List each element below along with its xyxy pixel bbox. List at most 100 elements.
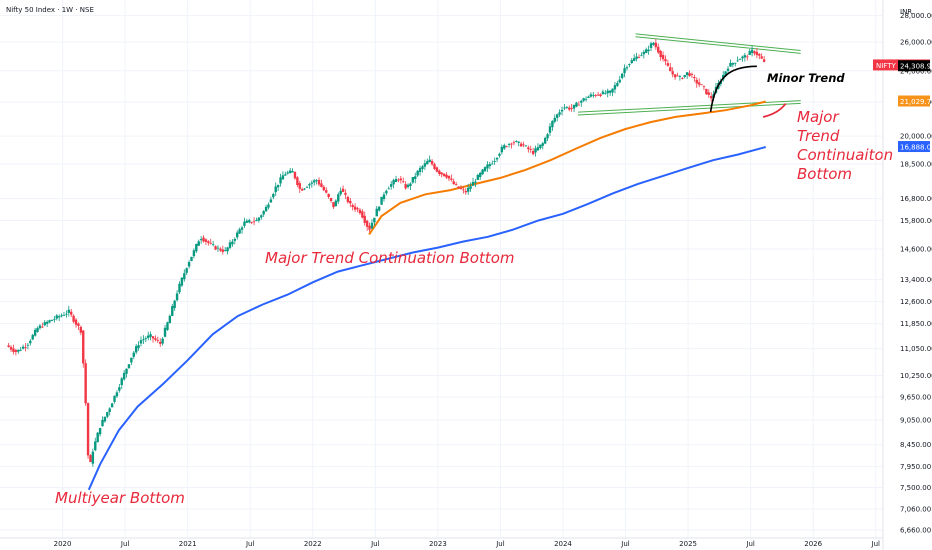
channel-line <box>577 102 801 116</box>
candle-body <box>599 94 602 96</box>
candle-body <box>426 161 429 165</box>
candle-body <box>736 60 739 62</box>
price-tick-label: 24,000.00 <box>900 67 932 75</box>
candle-body <box>741 56 744 59</box>
candle-body <box>457 186 460 189</box>
candle-body <box>652 42 655 45</box>
candle-body <box>147 335 150 338</box>
candle-body <box>491 163 494 165</box>
symbol-tag: NIFTY <box>876 62 896 70</box>
candle-body <box>190 256 193 261</box>
candle-body <box>43 322 46 326</box>
candle-body <box>676 75 679 77</box>
candle-body <box>325 190 328 193</box>
candle-body <box>31 334 34 340</box>
candle-body <box>500 146 504 153</box>
candle-body <box>539 144 542 148</box>
candle-body <box>635 56 638 59</box>
candle-body <box>409 183 412 186</box>
candle-body <box>142 339 145 341</box>
candle-body <box>394 178 398 183</box>
candle-body <box>296 177 299 186</box>
candle-body <box>103 416 107 422</box>
candle-body <box>298 183 301 189</box>
candle-body <box>421 166 424 169</box>
candle-body <box>134 346 138 353</box>
candle-body <box>402 181 405 183</box>
candle-body <box>604 93 607 95</box>
candle-body <box>582 98 585 101</box>
candle-body <box>238 229 241 234</box>
candle-body <box>510 143 513 145</box>
candle-body <box>399 178 403 181</box>
price-tick-label: 13,400.00 <box>900 276 932 284</box>
candle-body <box>197 241 200 246</box>
candle-body <box>373 217 376 223</box>
price-tick-label: 16,800.00 <box>900 195 932 203</box>
price-tag-value: 16,888.00 <box>900 144 932 152</box>
candle-body <box>185 268 188 273</box>
candle-body <box>450 178 453 180</box>
candle-body <box>705 88 708 95</box>
candle-body <box>72 315 75 322</box>
candle-body <box>202 237 205 242</box>
candle-body <box>411 177 415 183</box>
candle-body <box>589 94 593 97</box>
candle-body <box>24 346 27 348</box>
candle-body <box>7 345 10 348</box>
candle-body <box>377 206 381 211</box>
candle-body <box>284 174 287 176</box>
candle-body <box>257 217 261 221</box>
candle-body <box>130 357 133 363</box>
candle-body <box>695 79 698 84</box>
candle-body <box>541 143 544 146</box>
candle-body <box>618 79 621 83</box>
candle-body <box>332 202 335 208</box>
candle-body <box>493 161 496 162</box>
candle-body <box>596 94 600 96</box>
candle-body <box>743 55 747 58</box>
candle-body <box>661 54 665 60</box>
candle-body <box>620 73 624 78</box>
candle-body <box>678 76 682 77</box>
candle-body <box>149 334 152 337</box>
candle-body <box>580 100 583 103</box>
candle-body <box>529 149 532 150</box>
price-axis[interactable]: 28,000.0026,000.0024,000.0022,000.0020,0… <box>900 8 932 535</box>
candle-body <box>322 186 326 191</box>
candle-body <box>483 167 487 172</box>
candle-body <box>683 74 686 77</box>
candle-body <box>454 184 458 185</box>
candle-body <box>659 50 662 58</box>
candle-body <box>654 42 658 48</box>
candle-body <box>726 68 730 71</box>
candle-body <box>120 378 123 386</box>
candle-body <box>430 160 434 165</box>
candle-body <box>452 181 455 185</box>
price-tick-label: 7,500.00 <box>900 484 931 492</box>
candle-body <box>192 250 196 257</box>
price-tag-bg <box>898 141 930 153</box>
candle-body <box>163 327 167 337</box>
time-axis[interactable]: 2020 Jul 2021 Jul 2022 Jul 2023 Jul 2024 Jul 2025 J… <box>54 540 880 548</box>
candle-body <box>688 73 691 77</box>
candle-body <box>707 92 710 95</box>
candle-body <box>183 273 186 280</box>
candle-body <box>9 346 13 350</box>
grid <box>0 0 882 538</box>
candle-body <box>584 98 588 100</box>
candle-body <box>211 244 215 246</box>
candle-body <box>592 94 595 96</box>
candle-body <box>89 455 92 463</box>
candle-body <box>681 78 684 79</box>
price-tick-label: 11,850.00 <box>900 320 932 328</box>
candle-body <box>82 330 85 364</box>
candle-body <box>647 49 650 52</box>
candle-body <box>45 321 49 324</box>
sma-orange-line <box>368 100 766 235</box>
price-tick-label: 20,000.00 <box>900 133 932 141</box>
candle-body <box>433 164 436 169</box>
candle-body <box>252 221 256 223</box>
